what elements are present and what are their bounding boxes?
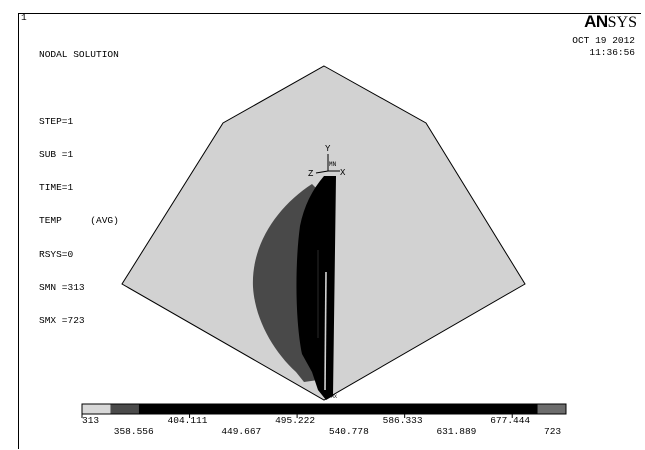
legend-label-bottom: 723	[544, 426, 561, 437]
legend-band	[480, 404, 510, 414]
legend-band	[110, 404, 140, 414]
model-seam	[324, 271, 327, 391]
triad-mn-label: MN	[329, 161, 337, 168]
legend-band	[224, 404, 254, 414]
info-line-temp: TEMP (AVG)	[39, 215, 119, 227]
legend-label-bottom: 449.667	[221, 426, 261, 437]
legend-label-bottom: 358.556	[114, 426, 154, 437]
coordinate-triad	[315, 154, 340, 174]
legend-band	[309, 404, 339, 414]
graphics-window[interactable]: 1 NODAL SOLUTION STEP=1 SUB =1 TIME=1 TE…	[18, 12, 641, 449]
logo-tail: SYS	[607, 14, 637, 31]
legend-band	[509, 404, 539, 414]
ansys-logo: ANSYS	[584, 12, 637, 32]
time-label: 11:36:56	[589, 47, 635, 58]
legend-border	[81, 403, 567, 415]
legend-label-top: 313	[82, 415, 99, 426]
info-line-sub: SUB =1	[39, 148, 74, 160]
legend-label-bottom: 540.778	[329, 426, 369, 437]
logo-main: AN	[584, 12, 608, 31]
triad-mx-label: MX	[331, 394, 337, 400]
info-line-smn: SMN =313	[39, 282, 85, 294]
window-number: 1	[21, 12, 27, 23]
legend-band	[281, 404, 311, 414]
legend-band	[138, 404, 168, 414]
date-label: OCT 19 2012	[572, 35, 635, 46]
info-line-title: NODAL SOLUTION	[39, 49, 119, 60]
legend-label-top: 495.222	[275, 415, 315, 426]
info-line-rsys: RSYS=0	[39, 248, 74, 260]
triad-y-label: Y	[325, 144, 331, 154]
info-line-step: STEP=1	[39, 115, 74, 127]
solution-info: NODAL SOLUTION STEP=1 SUB =1 TIME=1 TEMP…	[39, 27, 119, 349]
legend-colorbar: 313 404.111 495.222 586.333 677.444 358.556 44…	[64, 402, 574, 450]
triad-x-label: X	[340, 168, 346, 178]
legend-band	[338, 404, 368, 414]
info-line-smx: SMX =723	[39, 315, 85, 327]
legend-band	[537, 404, 567, 414]
legend-band	[82, 404, 111, 414]
legend-label-bottom: 631.889	[436, 426, 476, 437]
info-line-time: TIME=1	[39, 182, 74, 194]
legend-label-top: 404.111	[168, 415, 208, 426]
legend-band	[167, 404, 197, 414]
triad-z-label: Z	[308, 169, 314, 179]
legend-band	[452, 404, 482, 414]
legend-label-top: 677.444	[490, 415, 530, 426]
legend-band	[252, 404, 282, 414]
legend-band	[195, 404, 225, 414]
legend-band	[423, 404, 453, 414]
legend-svg: 313 404.111 495.222 586.333 677.444 358.556 44…	[81, 403, 567, 437]
legend-band	[366, 404, 396, 414]
legend-band	[395, 404, 425, 414]
legend-label-top: 586.333	[383, 415, 423, 426]
